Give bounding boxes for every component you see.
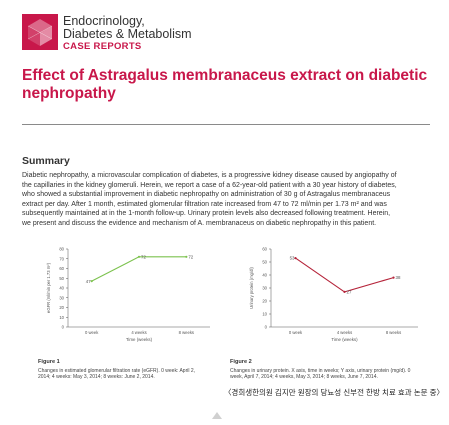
journal-cube-logo-icon	[22, 14, 58, 50]
protein-data-label: 27	[347, 290, 352, 295]
protein-y-tick-label: 0	[265, 325, 268, 330]
egfr-y-tick-label: 30	[59, 295, 64, 300]
figure1-caption: Figure 1 Changes in estimated glomerular…	[38, 359, 208, 381]
journal-name: Endocrinology, Diabetes & Metabolism CAS…	[63, 14, 192, 53]
egfr-data-label: 47	[86, 279, 91, 284]
journal-name-line1: Endocrinology,	[63, 14, 145, 28]
protein-y-tick-label: 30	[262, 286, 267, 291]
journal-section-label: CASE REPORTS	[63, 41, 142, 52]
egfr-data-label: 72	[188, 254, 193, 259]
journal-header: Endocrinology, Diabetes & Metabolism CAS…	[22, 14, 442, 54]
korean-caption: 〈경희생한의원 김지만 원장의 당뇨성 신부전 한방 치료 효과 논문 중〉	[223, 388, 444, 397]
egfr-x-tick-label: 0 week	[85, 330, 99, 335]
protein-x-tick-label: 4 weeks	[337, 330, 352, 335]
summary-line: the capillaries in the kidney glomeruli.…	[22, 181, 397, 189]
urinary-protein-line-chart: 0 10 20 30 40 50 60 0 week 4 weeks 8 weeks Time (w…	[225, 243, 430, 343]
urinary-protein-chart-svg: 0 10 20 30 40 50 60 0 week 4 weeks 8 weeks Time (w…	[249, 247, 418, 342]
protein-data-point	[392, 276, 395, 279]
protein-data-point	[343, 290, 346, 293]
egfr-y-tick-label: 20	[59, 305, 64, 310]
protein-y-tick-label: 50	[262, 260, 267, 265]
figure2-caption-text: Changes in urinary protein. X axis, time…	[230, 367, 411, 381]
summary-line: extract per day. After 1 month, estimate…	[22, 200, 387, 208]
protein-y-axis-label: Urinary protein (mg/dl)	[249, 267, 254, 309]
journal-name-line2: Diabetes & Metabolism	[63, 27, 192, 41]
figure1-caption-text: Changes in estimated glomerular filtrati…	[38, 367, 196, 381]
egfr-y-tick-label: 10	[59, 315, 64, 320]
egfr-data-point	[185, 255, 188, 258]
egfr-y-tick-label: 70	[59, 256, 64, 261]
egfr-y-tick-label: 50	[59, 276, 64, 281]
egfr-data-point	[137, 255, 141, 258]
figure2-caption-title: Figure 2	[230, 359, 252, 365]
egfr-data-label: 72	[141, 254, 146, 259]
egfr-y-tick-label: 80	[59, 247, 64, 252]
egfr-y-tick-label: 60	[59, 266, 64, 271]
summary-text: Diabetic nephropathy, a microvascular co…	[22, 171, 440, 229]
summary-line: Diabetic nephropathy, a microvascular co…	[22, 172, 397, 179]
egfr-y-tick-label: 40	[59, 286, 64, 291]
protein-y-tick-label: 20	[262, 299, 267, 304]
protein-y-tick-label: 40	[262, 273, 267, 278]
summary-line: who showed a substantial improvement in …	[22, 191, 391, 199]
protein-series-line	[295, 257, 394, 293]
egfr-data-point	[90, 280, 93, 283]
summary-line: subsequently maintained at in the 1-mont…	[22, 210, 391, 218]
protein-x-axis-label: Time (weeks)	[331, 337, 358, 342]
scroll-up-arrow-icon[interactable]	[212, 412, 222, 419]
protein-data-label: 38	[396, 275, 401, 280]
figure1-caption-title: Figure 1	[38, 359, 60, 365]
summary-heading: Summary	[22, 155, 70, 167]
protein-x-tick-label: 8 weeks	[386, 330, 401, 335]
egfr-x-axis-label: Time (weeks)	[126, 337, 153, 342]
summary-line: we present and discuss the evidence and …	[22, 219, 377, 227]
egfr-y-axis-label: eGFR (ml/min per 1.73 m²)	[46, 262, 51, 313]
protein-data-point	[294, 257, 297, 260]
article-title: Effect of Astragalus membranaceus extrac…	[22, 67, 428, 102]
egfr-x-tick-label: 8 weeks	[179, 330, 194, 335]
protein-data-label: 53	[290, 256, 295, 261]
egfr-series-line	[91, 256, 187, 282]
figure2-caption: Figure 2 Changes in urinary protein. X a…	[230, 359, 420, 381]
title-divider	[22, 124, 430, 125]
egfr-line-chart: 0 10 20 30 40 50 60 70 80 0 week 4 weeks 8 weeks Tim…	[22, 243, 222, 343]
egfr-y-tick-label: 0	[62, 325, 65, 330]
protein-x-tick-label: 0 week	[289, 330, 303, 335]
protein-y-tick-label: 10	[262, 312, 267, 317]
egfr-chart-svg: 0 10 20 30 40 50 60 70 80 0 week 4 weeks 8 weeks Tim…	[46, 247, 210, 342]
protein-y-tick-label: 60	[262, 247, 267, 252]
egfr-x-tick-label: 4 weeks	[131, 330, 146, 335]
